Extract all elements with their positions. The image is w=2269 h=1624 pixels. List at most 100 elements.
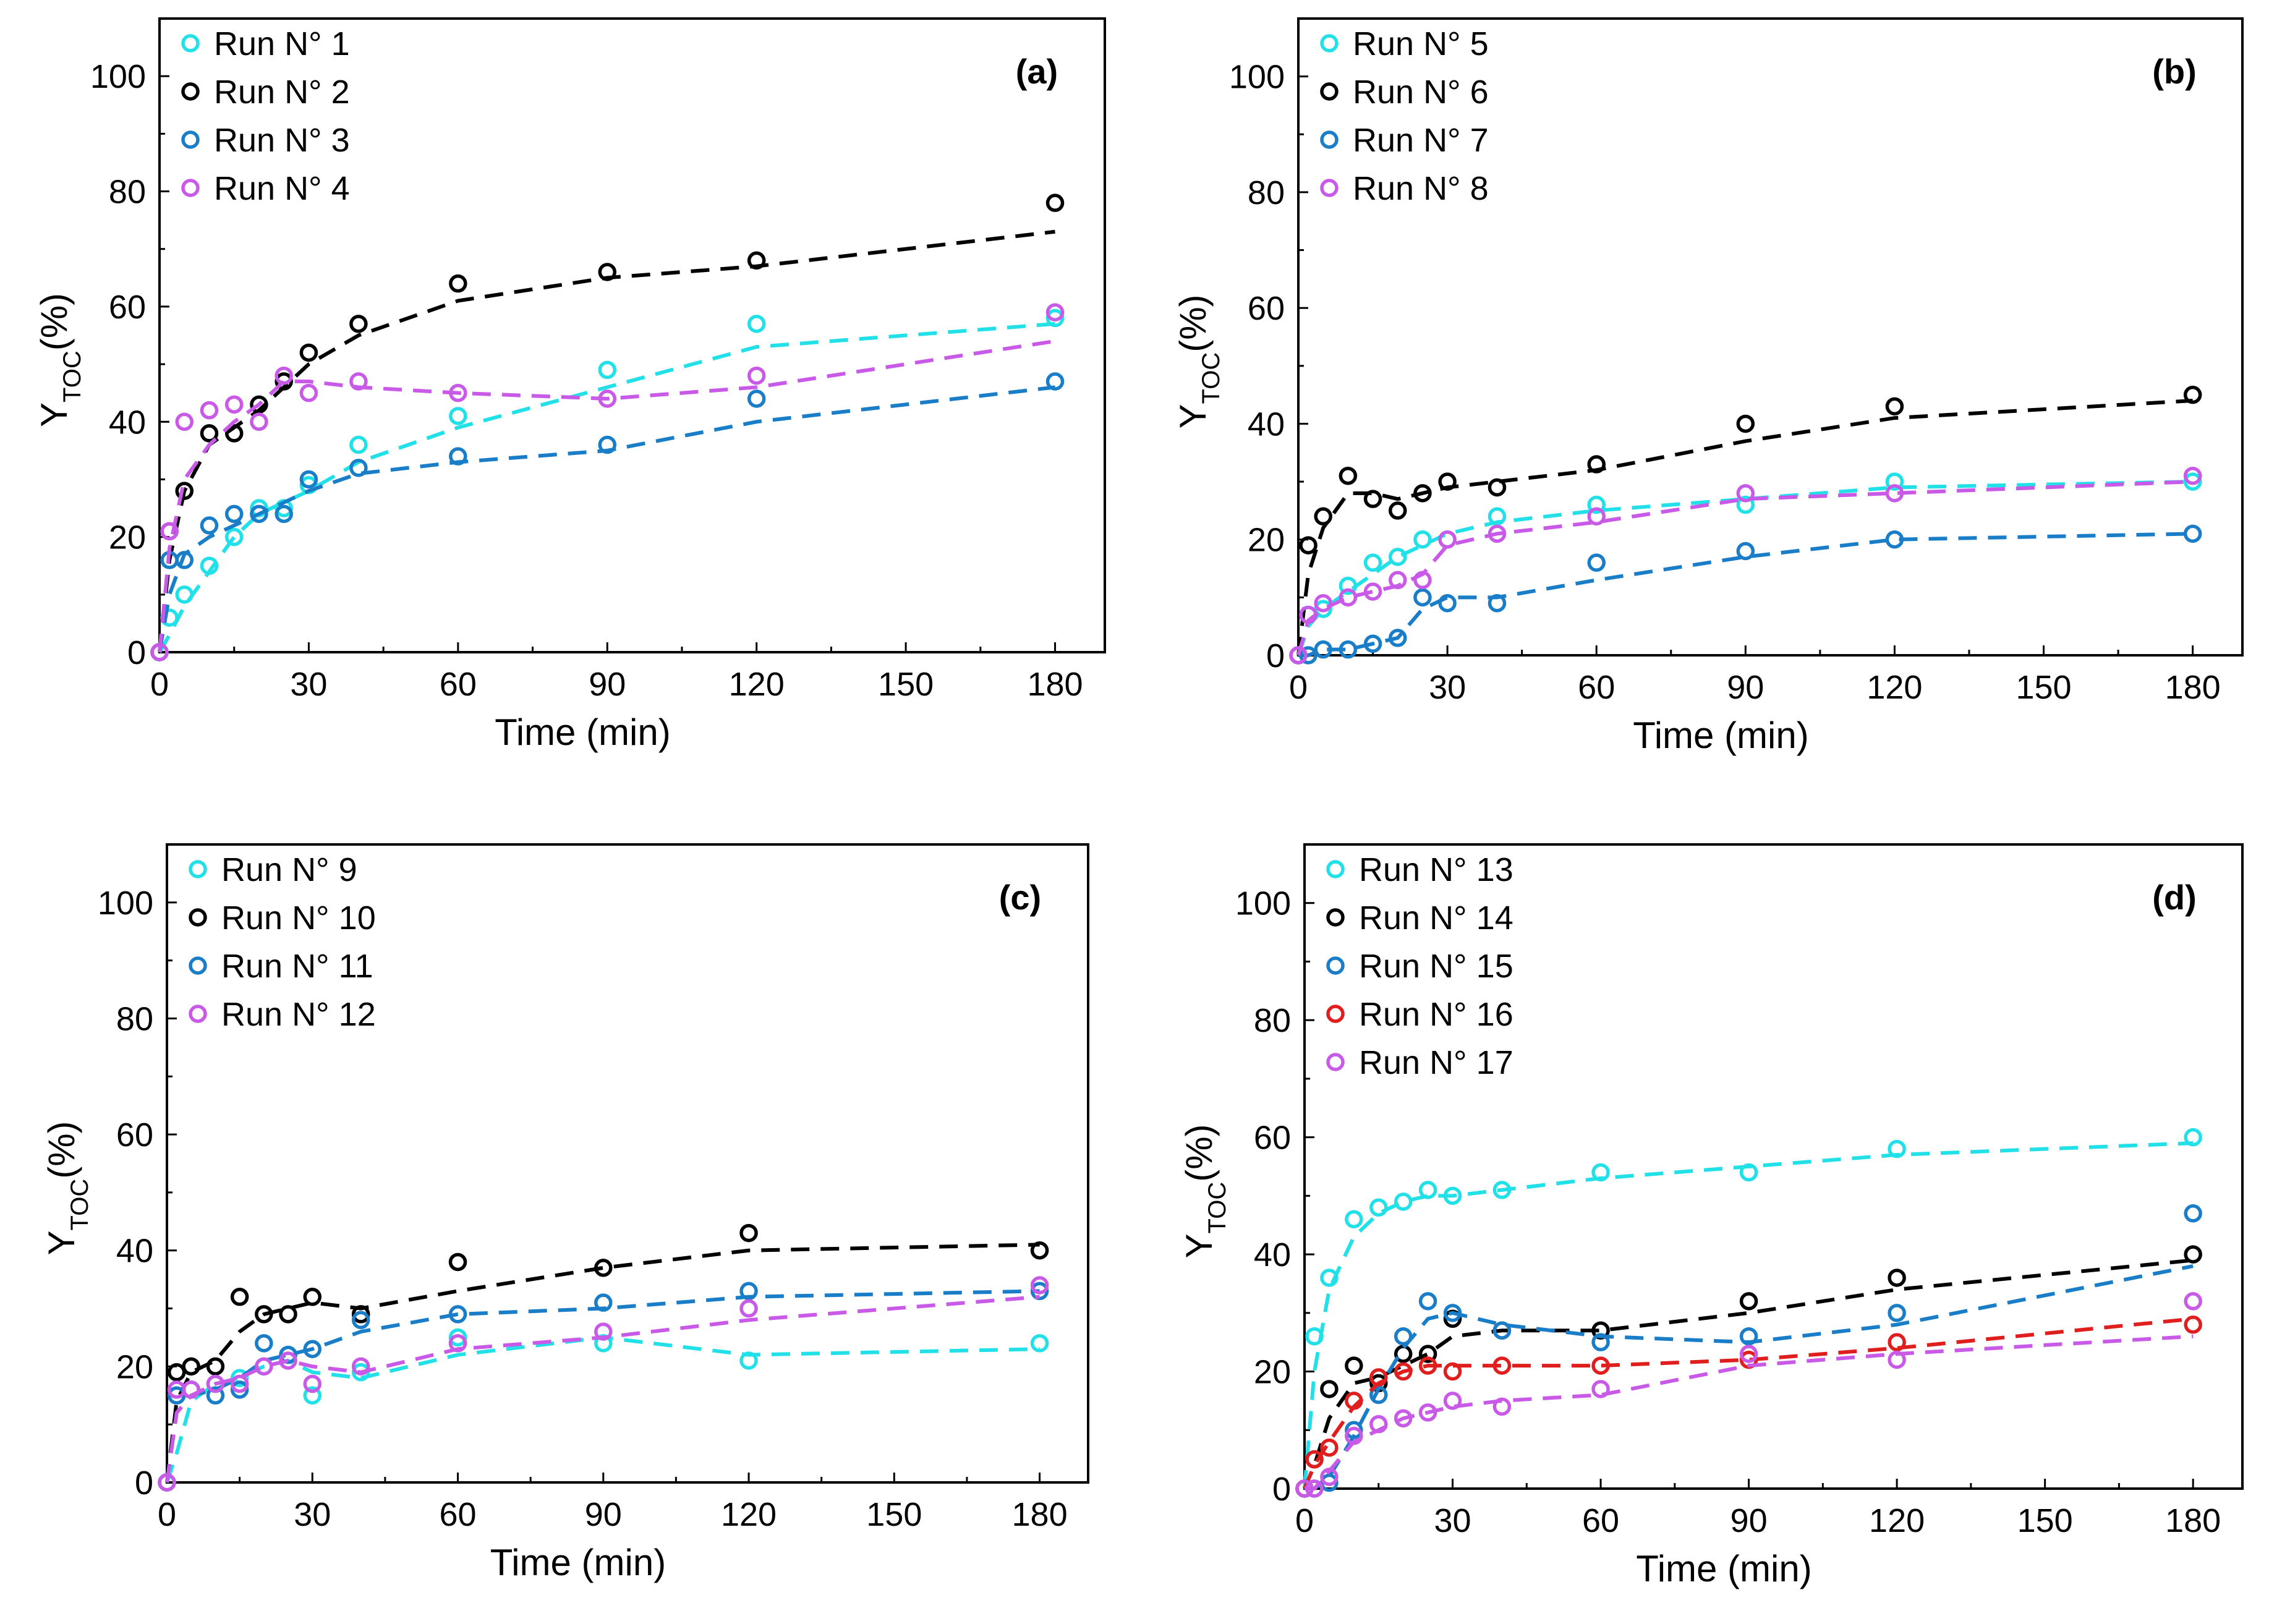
- y-tick-label: 80: [1254, 1002, 1291, 1039]
- data-point: [2184, 1245, 2202, 1264]
- data-point: [449, 383, 467, 402]
- data-point: [303, 1288, 322, 1306]
- data-point: [349, 372, 368, 391]
- panel-label: (c): [999, 878, 1041, 917]
- legend-label: Run N° 3: [214, 122, 350, 159]
- data-point: [747, 366, 766, 385]
- y-tick-label: 40: [116, 1233, 153, 1270]
- y-tick-label: 80: [116, 1000, 153, 1037]
- plot-frame: [1297, 17, 2244, 657]
- x-tick-label: 150: [878, 666, 934, 703]
- x-tick-label: 90: [589, 666, 626, 703]
- data-point: [224, 527, 244, 546]
- data-point: [1888, 1269, 1906, 1287]
- fit-line: [1303, 1258, 2194, 1490]
- x-tick-label: 150: [866, 1496, 922, 1533]
- y-axis-title-unit: (%): [1178, 1124, 1220, 1181]
- data-point: [2184, 1204, 2202, 1223]
- series-13: [1295, 1128, 2202, 1498]
- data-point: [1438, 472, 1457, 491]
- data-point: [167, 1363, 186, 1382]
- legend-label: Run N° 2: [214, 74, 350, 111]
- data-point: [1736, 542, 1755, 561]
- panel-b: 0 30 60 90 120 150 180 0 20 40 60 80 100 Time (min) YT…: [1172, 17, 2244, 756]
- fit-line: [1296, 399, 2193, 656]
- y-tick-label: 0: [1266, 637, 1285, 674]
- data-point: [1388, 571, 1407, 590]
- data-point: [1492, 1397, 1512, 1416]
- data-point: [279, 1305, 297, 1324]
- data-point: [351, 1311, 370, 1330]
- data-point: [255, 1334, 273, 1353]
- panel-label: (a): [1016, 52, 1058, 91]
- legend-marker: [1326, 908, 1345, 927]
- data-point: [1418, 1292, 1437, 1311]
- data-point: [182, 1357, 200, 1376]
- legend-label: Run N° 6: [1353, 74, 1489, 111]
- data-point: [1591, 1333, 1610, 1351]
- x-tick-label: 120: [1867, 669, 1922, 706]
- data-point: [1885, 397, 1904, 416]
- x-tick-label: 60: [1578, 669, 1615, 706]
- data-point: [1363, 490, 1382, 508]
- data-point: [747, 315, 766, 333]
- legend-marker: [1320, 179, 1339, 197]
- x-axis-title: Time (min): [490, 1542, 666, 1583]
- legend-marker: [1326, 1053, 1345, 1071]
- y-axis-title-main: Y: [1172, 404, 1214, 429]
- data-point: [1363, 582, 1382, 601]
- data-point: [1030, 1334, 1049, 1353]
- data-point: [1413, 530, 1432, 549]
- legend-marker: [1320, 82, 1339, 101]
- data-point: [1045, 308, 1065, 328]
- y-axis-title-subscript: TOC: [66, 1179, 93, 1231]
- legend-label: Run N° 1: [214, 25, 350, 62]
- y-tick-label: 0: [1272, 1471, 1291, 1508]
- y-axis-title-main: Y: [33, 402, 75, 427]
- legend-label: Run N° 15: [1359, 948, 1513, 985]
- y-tick-label: 60: [1254, 1120, 1291, 1157]
- data-point: [1369, 1385, 1388, 1405]
- legend-label: Run N° 13: [1359, 851, 1513, 888]
- plot-frame: [166, 843, 1089, 1484]
- data-point: [1885, 472, 1904, 491]
- data-point: [150, 643, 169, 661]
- data-point: [448, 1252, 467, 1272]
- data-point: [349, 315, 368, 333]
- y-tick-label: 40: [109, 404, 146, 441]
- y-axis-title: YTOC(%): [33, 293, 86, 427]
- y-tick-label: 20: [1254, 1354, 1291, 1391]
- data-point: [1488, 478, 1507, 497]
- data-point: [2184, 1292, 2202, 1311]
- data-point: [448, 1334, 467, 1353]
- data-point: [255, 1357, 273, 1376]
- data-point: [1885, 530, 1904, 549]
- data-point: [739, 1351, 758, 1370]
- y-tick-label: 40: [1248, 406, 1285, 443]
- data-point: [1394, 1362, 1413, 1381]
- data-point: [349, 435, 368, 454]
- legend-label: Run N° 12: [221, 996, 376, 1033]
- data-point: [594, 1259, 613, 1277]
- data-point: [1413, 588, 1432, 607]
- data-point: [1339, 576, 1358, 595]
- data-point: [230, 1380, 249, 1399]
- data-point: [1320, 1269, 1339, 1287]
- data-point: [1739, 1292, 1758, 1311]
- data-point: [206, 1357, 225, 1376]
- y-axis-title-unit: (%): [1172, 294, 1214, 352]
- legend-label: Run N° 7: [1353, 122, 1489, 159]
- legend-marker: [1326, 1005, 1345, 1023]
- legend-label: Run N° 9: [221, 851, 357, 888]
- data-point: [1314, 593, 1332, 613]
- data-point: [2184, 1128, 2202, 1147]
- data-point: [182, 1380, 200, 1399]
- data-point: [1888, 1333, 1906, 1351]
- y-tick-label: 0: [135, 1465, 153, 1502]
- data-point: [1587, 553, 1606, 572]
- panel-a: 0 30 60 90 120 150 180 0 20 40 60 80 100 Time (min) YT…: [33, 17, 1106, 753]
- data-point: [230, 1369, 249, 1387]
- data-point: [224, 395, 244, 414]
- y-tick-label: 20: [1248, 522, 1285, 559]
- y-tick-label: 20: [109, 519, 146, 556]
